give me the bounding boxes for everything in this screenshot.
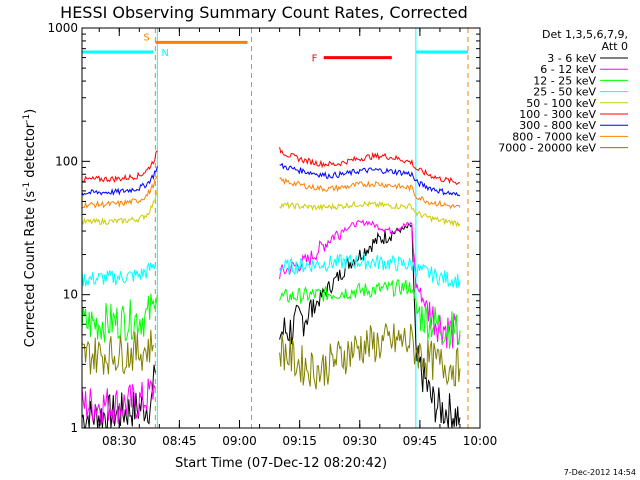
- legend-label: 800 - 7000 keV: [512, 130, 596, 143]
- series-line: [279, 323, 461, 390]
- legend-subtitle: Att 0: [602, 40, 628, 53]
- x-axis-label: Start Time (07-Dec-12 08:20:42): [175, 456, 387, 471]
- series-line: [279, 253, 461, 288]
- series-7: [81, 162, 461, 197]
- legend-label: 12 - 25 keV: [533, 74, 596, 87]
- x-tick-label: 08:45: [162, 434, 197, 448]
- y-tick-label: 1000: [47, 21, 78, 35]
- legend-label: 3 - 6 keV: [547, 52, 596, 65]
- series-line: [279, 200, 461, 228]
- plot-area: S N F: [81, 28, 469, 429]
- legend-label: 100 - 300 keV: [519, 108, 596, 121]
- legend-label: 6 - 12 keV: [540, 63, 596, 76]
- x-tick-label: 09:00: [222, 434, 257, 448]
- series-line: [279, 279, 461, 349]
- x-tick-label: 09:45: [403, 434, 438, 448]
- legend-label: 25 - 50 keV: [533, 86, 596, 99]
- series-line: [81, 262, 156, 287]
- series-line: [81, 378, 156, 425]
- legend-label: 50 - 100 keV: [526, 97, 596, 110]
- series-line: [279, 176, 461, 210]
- series-5: [81, 188, 461, 228]
- series-line: [81, 329, 154, 375]
- x-tick-label: 08:30: [102, 434, 137, 448]
- x-tick-label: 10:00: [463, 434, 498, 448]
- series-4: [81, 253, 461, 288]
- legend-title: Det 1,3,5,6,7,9,: [542, 28, 628, 41]
- series-8: [82, 175, 461, 210]
- y-tick-label: 10: [63, 288, 78, 302]
- series-line: [81, 166, 158, 196]
- series-line: [279, 162, 461, 197]
- series-line: [279, 147, 461, 185]
- series-line: [81, 188, 158, 226]
- x-tick-label: 09:15: [282, 434, 317, 448]
- series-6: [81, 147, 461, 185]
- series-3: [81, 279, 461, 349]
- annotation-f: F: [312, 54, 318, 65]
- series-line: [81, 293, 158, 343]
- y-tick-label: 1: [70, 421, 78, 435]
- plot-frame: [81, 27, 481, 429]
- timestamp: 7-Dec-2012 14:54: [564, 468, 636, 477]
- y-axis: 1 10 100 1000: [47, 21, 480, 435]
- x-axis: 08:30 08:45 09:00 09:15 09:30 09:45 10:00: [98, 28, 498, 448]
- chart-title: HESSI Observing Summary Count Rates, Cor…: [60, 3, 468, 22]
- x-tick-label: 09:30: [342, 434, 377, 448]
- y-axis-label: Corrected Count Rate (s-1 detector-1): [22, 109, 38, 347]
- series-9: [81, 323, 461, 390]
- series-line: [279, 223, 461, 429]
- series-line: [81, 150, 158, 183]
- annotation-s: S: [143, 32, 149, 43]
- legend-label: 300 - 800 keV: [519, 119, 596, 132]
- legend-label: 7000 - 20000 keV: [498, 142, 596, 155]
- series-line: [82, 175, 158, 209]
- annotation-n: N: [161, 48, 168, 59]
- y-tick-label: 100: [55, 154, 78, 168]
